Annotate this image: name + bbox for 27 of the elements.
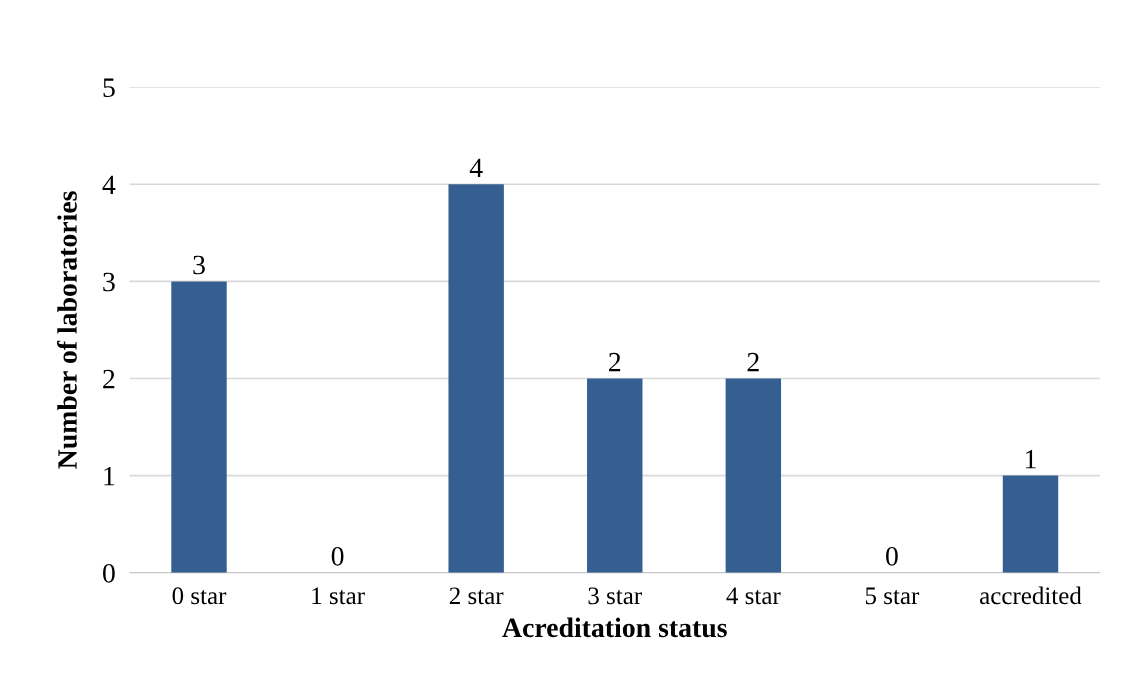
x-tick-label: 0 star [172, 587, 227, 605]
x-tick-label: 4 star [726, 587, 781, 605]
x-tick-label: 3 star [588, 587, 642, 605]
x-tick-label: 2 star [449, 587, 504, 605]
data-label: 4 [469, 158, 483, 177]
bar [1002, 475, 1059, 573]
y-tick-label: 2 [103, 369, 115, 389]
data-label: 1 [1025, 449, 1036, 469]
bar [448, 184, 504, 573]
x-tick-label: 1 star [312, 587, 365, 605]
data-label: 0 [331, 546, 344, 566]
y-tick-label: 4 [102, 175, 116, 194]
data-label: 2 [609, 352, 621, 372]
bar [725, 378, 782, 573]
y-tick-label: 3 [103, 272, 115, 292]
y-tick-label: 5 [103, 78, 115, 98]
x-tick-label: 5 star [865, 587, 920, 605]
bar [587, 378, 643, 573]
y-tick-label: 0 [103, 563, 115, 583]
y-tick-label: 1 [104, 466, 115, 486]
y-axis-title: Number of laboratories [57, 191, 77, 469]
data-label: 2 [747, 352, 759, 372]
data-label: 3 [193, 255, 205, 275]
bar [171, 281, 227, 573]
data-label: 0 [886, 546, 898, 566]
x-tick-label: accredited [980, 586, 1082, 605]
x-axis-title: Acreditation status [502, 617, 727, 638]
